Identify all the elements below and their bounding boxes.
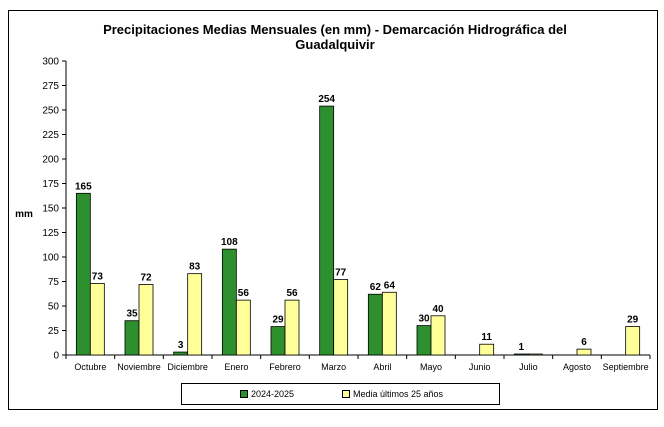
- data-label-series-2: 6: [581, 337, 587, 348]
- x-tick-label: Enero: [224, 362, 248, 372]
- y-tick-label: 75: [48, 277, 60, 288]
- bar-series-1: [270, 326, 286, 356]
- bar-series-1: [173, 351, 189, 356]
- data-label-series-1: 30: [418, 314, 430, 325]
- data-label-series-2: 72: [140, 272, 152, 283]
- y-tick-label: 150: [42, 204, 59, 215]
- bar-series-2: [576, 348, 592, 356]
- bar-series-2: [625, 326, 641, 356]
- x-tick-label: Febrero: [269, 362, 301, 372]
- x-tick-label: Agosto: [563, 362, 591, 372]
- x-tick-label: Septiembre: [603, 362, 649, 372]
- data-label-series-1: 29: [272, 315, 284, 326]
- x-tick-label: Abril: [373, 362, 391, 372]
- y-tick-label: 175: [42, 179, 59, 190]
- y-tick-label: 25: [48, 326, 60, 337]
- bar-series-2: [479, 343, 495, 356]
- data-label-series-2: 11: [481, 332, 492, 343]
- bar-series-1: [221, 248, 237, 356]
- bar-series-2: [381, 291, 397, 356]
- data-label-series-1: 62: [370, 282, 382, 293]
- bar-series-1: [367, 293, 383, 356]
- bar-series-2: [284, 299, 300, 356]
- x-tick-label: Marzo: [321, 362, 346, 372]
- data-label-series-1: 3: [178, 340, 184, 351]
- data-label-series-1: 108: [221, 237, 238, 248]
- x-tick-label: Noviembre: [117, 362, 161, 372]
- data-label-series-1: 1: [519, 342, 525, 353]
- data-label-series-2: 56: [286, 288, 298, 299]
- x-tick-label: Diciembre: [167, 362, 208, 372]
- y-axis-label: mm: [15, 209, 33, 220]
- y-tick-label: 275: [42, 81, 59, 92]
- data-label-series-2: 64: [384, 280, 396, 291]
- bar-series-2: [527, 353, 543, 356]
- bar-series-2: [235, 299, 251, 356]
- y-tick-label: 50: [48, 302, 60, 313]
- y-tick-label: 0: [53, 351, 59, 362]
- x-tick-label: Julio: [519, 362, 538, 372]
- legend-label-series-1: 2024-2025: [251, 389, 295, 399]
- y-tick-label: 225: [42, 130, 59, 141]
- legend-label-series-2: Media últimos 25 años: [353, 389, 444, 399]
- legend-swatch-series-1: [240, 390, 248, 398]
- y-tick-label: 250: [42, 106, 59, 117]
- x-tick-label: Junio: [469, 362, 491, 372]
- chart-title: Precipitaciones Medias Mensuales (en mm)…: [103, 22, 567, 52]
- x-tick-label: Mayo: [420, 362, 442, 372]
- legend-item-series-1: 2024-2025: [240, 389, 294, 399]
- data-label-series-1: 254: [318, 94, 335, 105]
- bar-series-2: [138, 284, 154, 356]
- legend: 2024-2025 Media últimos 25 años: [181, 383, 500, 405]
- data-label-series-2: 56: [238, 288, 250, 299]
- data-label-series-2: 77: [335, 268, 347, 279]
- data-label-series-2: 83: [189, 262, 201, 273]
- bar-series-2: [333, 279, 349, 356]
- y-tick-label: 200: [42, 155, 59, 166]
- legend-item-series-2: Media últimos 25 años: [342, 389, 443, 399]
- y-tick-label: 300: [42, 57, 59, 68]
- data-label-series-2: 40: [432, 304, 444, 315]
- data-label-series-2: 29: [627, 315, 639, 326]
- y-tick-label: 100: [42, 253, 59, 264]
- bar-series-1: [75, 192, 91, 356]
- data-label-series-2: 73: [92, 271, 104, 282]
- bar-series-2: [187, 273, 203, 356]
- bar-series-1: [124, 320, 140, 356]
- y-tick-label: 125: [42, 228, 59, 239]
- bar-series-1: [513, 353, 529, 356]
- x-tick-label: Octubre: [74, 362, 106, 372]
- bar-series-2: [89, 283, 105, 356]
- data-label-series-1: 165: [75, 181, 92, 192]
- bar-series-2: [430, 315, 446, 356]
- legend-swatch-series-2: [342, 390, 350, 398]
- bar-series-1: [416, 325, 432, 356]
- data-label-series-1: 35: [126, 309, 138, 320]
- bar-series-1: [319, 105, 335, 356]
